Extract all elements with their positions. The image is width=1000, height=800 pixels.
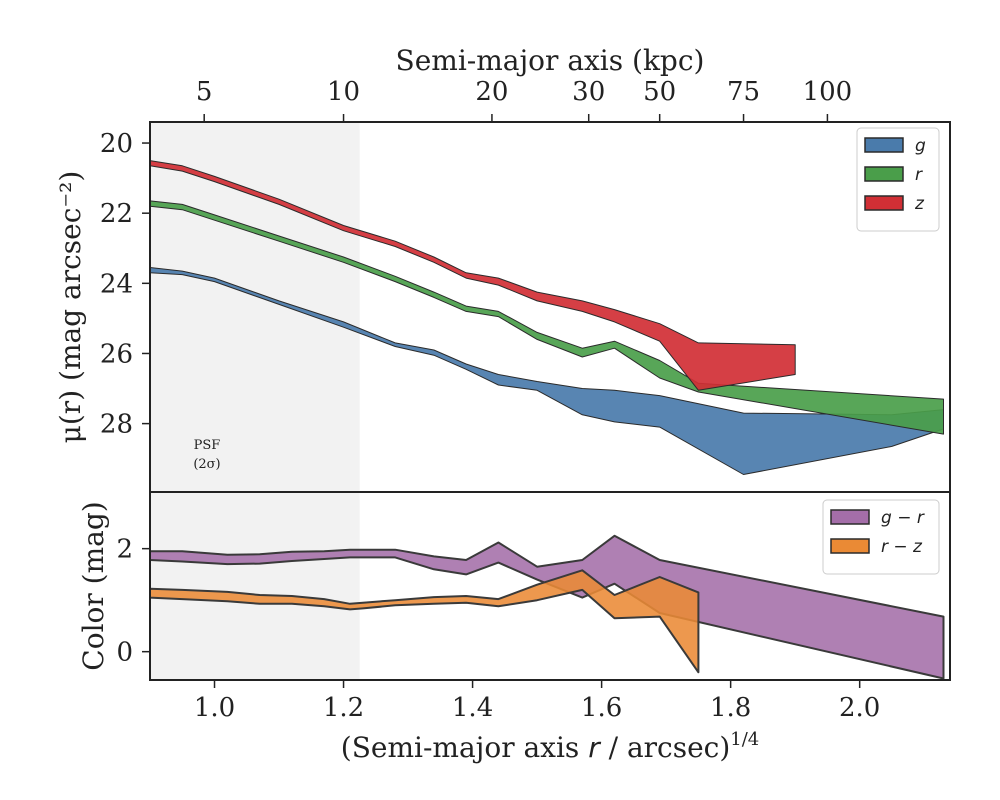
legend-label-r: r: [915, 165, 923, 185]
legend-swatch-g-r: [830, 509, 870, 525]
legend-label-z: z: [914, 194, 925, 214]
color-ytick-label: 2: [116, 535, 133, 565]
color-x-axis: 1.0 1.2 1.4 1.6 1.8 2.0: [194, 680, 880, 723]
sb-ytick-label: 28: [100, 410, 133, 440]
x-axis-title: (Semi-major axis r / arcsec)1/4: [341, 729, 759, 764]
sb-series-group: [149, 160, 944, 475]
xtick-label: 1.8: [710, 693, 751, 723]
top-tick-label: 5: [196, 77, 213, 107]
band-g-r: [149, 534, 945, 680]
top-tick-label: 30: [572, 77, 605, 107]
xtick-label: 1.2: [323, 693, 364, 723]
sb-ytick-label: 24: [100, 269, 133, 299]
xtick-label: 1.0: [194, 693, 235, 723]
top-axis-title: Semi-major axis (kpc): [396, 44, 705, 77]
band-r: [149, 200, 944, 435]
color-panel: g − rr − z 02 1.0 1.2 1.4 1.6 1.8 2.0 Color (…: [77, 491, 951, 764]
color-ytick-label: 0: [116, 638, 133, 668]
psf-label-sigma: (2σ): [193, 457, 220, 472]
sb-panel: PSF (2σ) grz 20 22 24 26 28 5 10 20 30 50 75 100 S…: [54, 44, 951, 493]
sb-y-axis-title: μ(r) (mag arcsec⁻²): [54, 171, 87, 444]
legend-label-r-z: r − z: [881, 537, 923, 557]
xtick-label: 2.0: [839, 693, 880, 723]
x-axis-title-r: r: [588, 731, 601, 764]
band-r-z: [149, 569, 700, 674]
sb-ytick-label: 26: [100, 339, 133, 369]
top-tick-label: 75: [727, 77, 760, 107]
color-series-group: [149, 534, 945, 680]
legend-label-g: g: [915, 136, 926, 156]
color-y-axis-title: Color (mag): [77, 501, 110, 670]
x-axis-title-unit: / arcsec): [600, 731, 731, 764]
psf-label: PSF: [194, 438, 221, 453]
legend-label-g-r: g − r: [881, 508, 925, 528]
top-tick-label: 50: [643, 77, 676, 107]
sb-ytick-label: 20: [100, 129, 133, 159]
legend-swatch-r: [864, 166, 904, 182]
top-tick-label: 10: [327, 77, 360, 107]
xtick-label: 1.6: [581, 693, 622, 723]
x-axis-title-main: (Semi-major axis: [341, 731, 588, 764]
band-z: [149, 160, 796, 391]
legend-swatch-g: [864, 137, 904, 153]
legend-swatch-z: [864, 195, 904, 211]
sb-legend: grz: [856, 127, 940, 232]
x-axis-title-exponent: 1/4: [730, 729, 759, 750]
top-tick-label: 100: [803, 77, 853, 107]
sb-y-axis: 20 22 24 26 28: [100, 129, 150, 440]
top-tick-label: 20: [475, 77, 508, 107]
xtick-label: 1.4: [452, 693, 493, 723]
psf-shade-lower: [150, 492, 360, 680]
psf-shade: [150, 122, 360, 492]
color-legend: g − r r − z: [822, 499, 940, 575]
sb-ytick-label: 22: [100, 199, 133, 229]
legend-swatch-r-z: [830, 538, 870, 554]
color-plot-frame: [149, 491, 951, 681]
color-y-axis: 02: [116, 535, 150, 668]
sb-top-axis: 5 10 20 30 50 75 100: [196, 77, 852, 122]
